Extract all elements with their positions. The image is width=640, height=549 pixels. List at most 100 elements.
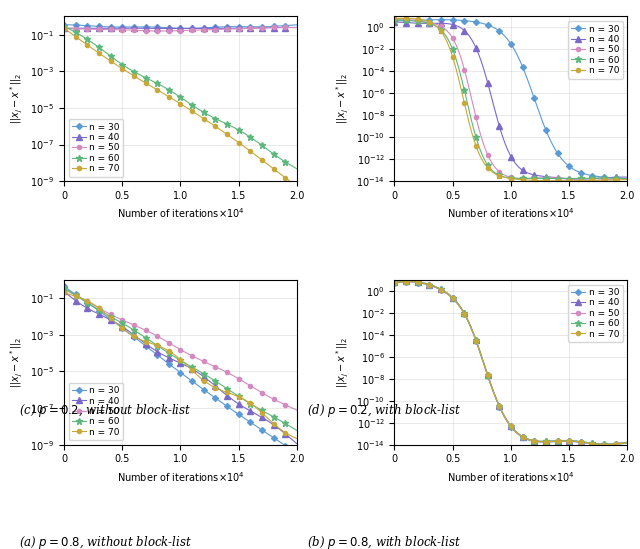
n = 50 bbox=[390, 15, 398, 22]
n = 30 bbox=[550, 438, 558, 445]
n = 40 bbox=[493, 115, 501, 121]
n = 70 bbox=[415, 279, 422, 285]
n = 40 bbox=[60, 25, 68, 31]
n = 70 bbox=[220, 388, 228, 395]
n = 30 bbox=[414, 17, 422, 24]
n = 30 bbox=[577, 169, 584, 176]
n = 40 bbox=[246, 407, 253, 414]
Line: n = 30: n = 30 bbox=[62, 284, 299, 456]
X-axis label: Number of iterations$\times 10^4$: Number of iterations$\times 10^4$ bbox=[116, 206, 244, 220]
n = 40 bbox=[550, 174, 558, 181]
n = 30 bbox=[415, 279, 422, 286]
n = 30 bbox=[163, 359, 170, 366]
Y-axis label: $||x_j - x^*||_2$: $||x_j - x^*||_2$ bbox=[335, 73, 351, 125]
n = 70 bbox=[602, 441, 610, 448]
n = 70 bbox=[242, 397, 250, 404]
n = 30 bbox=[246, 418, 253, 425]
n = 50 bbox=[84, 298, 92, 305]
n = 40 bbox=[60, 288, 68, 295]
n = 40 bbox=[577, 438, 584, 445]
n = 70 bbox=[60, 289, 68, 296]
n = 30 bbox=[246, 24, 254, 30]
n = 40 bbox=[577, 176, 585, 182]
n = 30 bbox=[390, 279, 398, 286]
Line: n = 50: n = 50 bbox=[62, 288, 299, 412]
n = 60 bbox=[484, 163, 492, 170]
n = 40 bbox=[572, 176, 580, 182]
n = 70 bbox=[84, 42, 92, 49]
n = 30 bbox=[154, 24, 162, 31]
n = 50 bbox=[84, 26, 92, 32]
n = 50 bbox=[485, 376, 493, 382]
n = 60 bbox=[242, 397, 250, 404]
n = 50 bbox=[163, 338, 170, 345]
n = 30 bbox=[293, 450, 301, 457]
n = 50 bbox=[246, 382, 253, 389]
n = 70 bbox=[404, 278, 412, 285]
n = 70 bbox=[550, 177, 558, 184]
n = 70 bbox=[573, 177, 580, 184]
n = 60 bbox=[485, 375, 493, 382]
n = 60 bbox=[623, 439, 631, 446]
n = 60 bbox=[550, 175, 558, 182]
n = 50 bbox=[623, 175, 631, 182]
n = 50 bbox=[156, 27, 164, 34]
n = 50 bbox=[576, 177, 584, 183]
n = 60 bbox=[572, 438, 580, 445]
n = 40 bbox=[293, 24, 301, 31]
n = 50 bbox=[154, 333, 162, 340]
n = 30 bbox=[572, 167, 580, 174]
n = 40 bbox=[623, 174, 631, 181]
n = 50 bbox=[577, 439, 584, 445]
n = 50 bbox=[154, 27, 162, 34]
n = 50 bbox=[242, 25, 250, 32]
Legend: n = 30, n = 40, n = 50, n = 60, n = 70: n = 30, n = 40, n = 50, n = 60, n = 70 bbox=[68, 119, 124, 177]
n = 70 bbox=[554, 177, 561, 184]
n = 50 bbox=[293, 24, 301, 31]
n = 40 bbox=[154, 25, 162, 32]
n = 40 bbox=[485, 375, 493, 382]
n = 50 bbox=[414, 18, 422, 24]
n = 50 bbox=[550, 175, 558, 181]
n = 60 bbox=[154, 343, 162, 350]
n = 30 bbox=[404, 279, 412, 285]
Line: n = 60: n = 60 bbox=[61, 284, 300, 434]
Line: n = 30: n = 30 bbox=[392, 280, 629, 447]
n = 30 bbox=[437, 16, 445, 23]
n = 30 bbox=[242, 416, 250, 422]
Line: n = 40: n = 40 bbox=[61, 289, 300, 446]
n = 30 bbox=[84, 23, 92, 29]
n = 70 bbox=[623, 439, 631, 446]
n = 30 bbox=[154, 352, 162, 359]
X-axis label: Number of iterations$\times 10^4$: Number of iterations$\times 10^4$ bbox=[447, 206, 575, 220]
n = 30 bbox=[63, 21, 70, 28]
n = 60 bbox=[572, 175, 580, 182]
n = 40 bbox=[415, 279, 422, 285]
n = 30 bbox=[163, 24, 171, 31]
Line: n = 50: n = 50 bbox=[62, 25, 299, 33]
n = 70 bbox=[220, 129, 228, 136]
Text: (b) $p = 0.8$, with block-list: (b) $p = 0.8$, with block-list bbox=[307, 534, 461, 549]
n = 70 bbox=[415, 16, 422, 23]
n = 70 bbox=[485, 376, 493, 382]
n = 30 bbox=[485, 376, 493, 383]
n = 50 bbox=[246, 25, 253, 32]
n = 70 bbox=[493, 398, 501, 405]
n = 30 bbox=[182, 25, 190, 32]
n = 30 bbox=[293, 21, 301, 28]
Line: n = 70: n = 70 bbox=[62, 26, 299, 188]
n = 70 bbox=[623, 176, 631, 183]
n = 60 bbox=[60, 284, 68, 291]
n = 50 bbox=[550, 438, 558, 445]
n = 50 bbox=[404, 278, 412, 285]
n = 40 bbox=[163, 354, 170, 360]
n = 70 bbox=[550, 438, 558, 445]
Line: n = 50: n = 50 bbox=[392, 17, 629, 183]
n = 40 bbox=[390, 279, 398, 285]
n = 30 bbox=[220, 24, 228, 30]
n = 60 bbox=[293, 165, 301, 172]
n = 60 bbox=[550, 438, 558, 444]
Line: n = 60: n = 60 bbox=[61, 23, 300, 172]
n = 30 bbox=[623, 175, 631, 182]
n = 40 bbox=[414, 20, 422, 26]
